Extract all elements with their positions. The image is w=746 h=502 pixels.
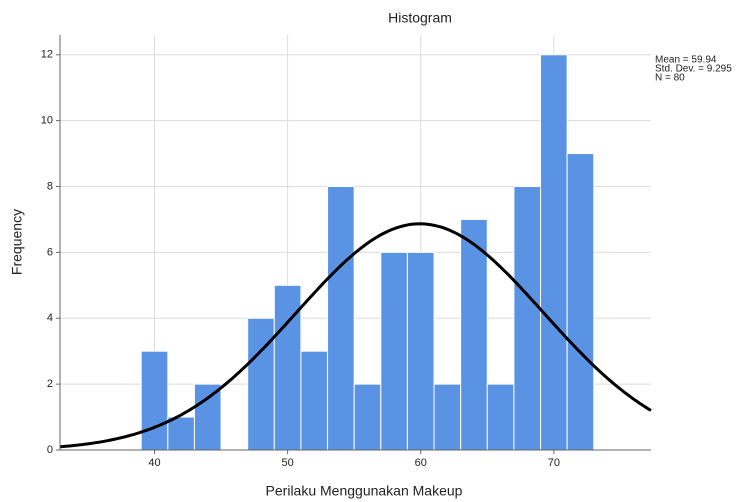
x-axis-label: Perilaku Menggunakan Makeup — [266, 483, 463, 499]
stat-label: Std. Dev. = 9.295 — [655, 64, 732, 75]
bar — [353, 383, 382, 451]
bar — [167, 416, 195, 451]
bar — [327, 186, 355, 451]
bar — [566, 153, 595, 451]
y-axis-label: Frequency — [9, 209, 25, 275]
bar — [140, 350, 169, 451]
x-tick-label: 60 — [415, 457, 427, 469]
bar — [433, 383, 462, 451]
bar — [193, 383, 222, 451]
y-tick-label: 12 — [41, 49, 53, 61]
y-tick-label: 8 — [47, 180, 53, 192]
y-tick-label: 6 — [47, 246, 53, 258]
bar — [300, 350, 329, 451]
y-tick-label: 10 — [41, 115, 53, 127]
normal-curve — [59, 222, 652, 449]
stat-label: N = 80 — [655, 73, 685, 84]
bar — [380, 251, 408, 451]
y-tick-label: 0 — [47, 444, 53, 456]
bar — [247, 317, 275, 451]
stat-label: Mean = 59.94 — [655, 55, 717, 66]
x-tick-label: 50 — [281, 457, 293, 469]
bar — [513, 186, 542, 451]
x-tick-label: 70 — [548, 457, 560, 469]
x-tick-label: 40 — [148, 457, 160, 469]
y-tick-label: 2 — [47, 378, 53, 390]
y-tick-label: 4 — [47, 312, 53, 324]
bar — [486, 383, 515, 451]
bar — [460, 218, 488, 451]
chart-title: Histogram — [388, 10, 452, 26]
bar — [540, 54, 568, 451]
bar — [406, 251, 435, 451]
